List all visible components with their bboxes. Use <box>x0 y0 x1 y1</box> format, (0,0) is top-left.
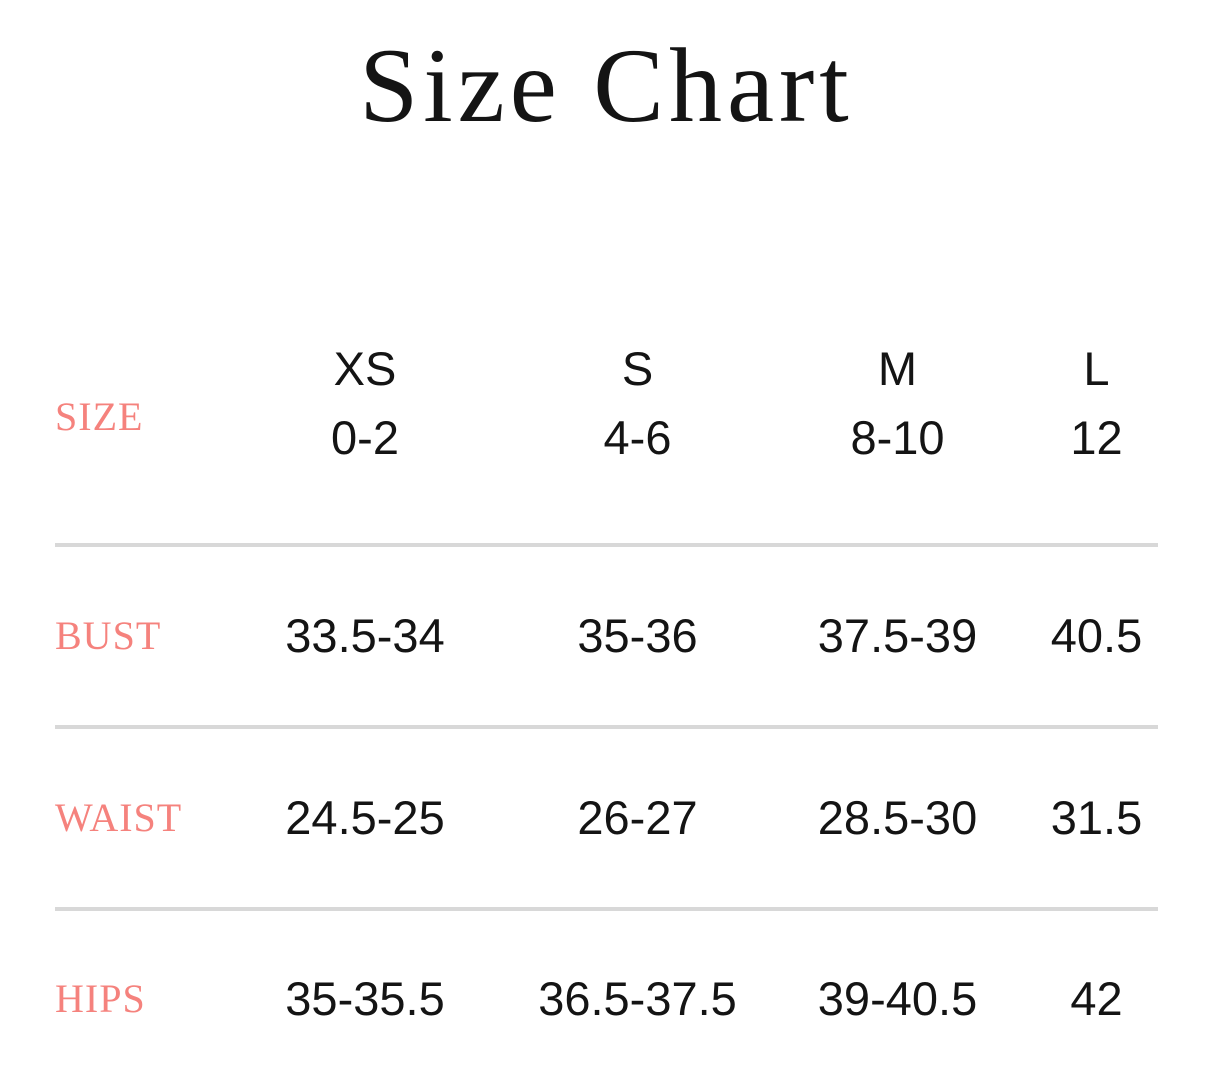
bust-value-s: 35-36 <box>577 609 698 663</box>
size-range-s: 4-6 <box>603 410 672 464</box>
row-divider <box>55 724 1158 729</box>
row-header-size-label: SIZE <box>55 393 144 439</box>
size-code-s: S <box>621 341 654 395</box>
waist-value-s: 26-27 <box>577 791 698 845</box>
column-header-s: S 4-6 <box>515 341 760 543</box>
page-title: Size Chart <box>359 27 854 144</box>
size-range-xs: 0-2 <box>331 410 399 464</box>
size-code-m: M <box>877 341 918 395</box>
size-code-xs: XS <box>333 341 397 395</box>
column-header-xs: XS 0-2 <box>215 341 515 543</box>
bust-value-l: 40.5 <box>1050 609 1143 663</box>
bust-value-m: 37.5-39 <box>817 609 978 663</box>
waist-value-m: 28.5-30 <box>817 791 978 845</box>
size-table: SIZE XS 0-2 S 4-6 M 8-10 L 12 BUST 33.5-… <box>55 341 1158 1076</box>
column-header-m: M 8-10 <box>760 341 1035 543</box>
row-label-bust: BUST <box>55 613 162 659</box>
bust-value-xs: 33.5-34 <box>285 609 445 663</box>
size-range-l: 12 <box>1070 410 1123 464</box>
hips-value-l: 42 <box>1070 972 1123 1026</box>
row-label-waist: WAIST <box>55 795 183 841</box>
waist-value-xs: 24.5-25 <box>285 791 445 845</box>
row-divider <box>55 542 1158 547</box>
column-header-l: L 12 <box>1035 341 1158 543</box>
hips-value-xs: 35-35.5 <box>285 972 445 1026</box>
size-range-m: 8-10 <box>850 410 945 464</box>
hips-value-m: 39-40.5 <box>817 972 978 1026</box>
row-label-hips: HIPS <box>55 976 146 1022</box>
hips-value-s: 36.5-37.5 <box>538 972 737 1026</box>
row-divider <box>55 906 1158 911</box>
waist-value-l: 31.5 <box>1050 791 1143 845</box>
size-code-l: L <box>1083 341 1110 395</box>
